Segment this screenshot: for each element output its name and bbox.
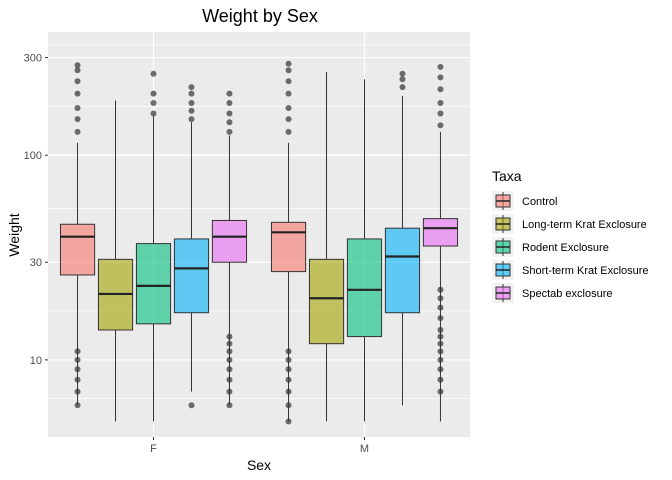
outlier-point (437, 99, 444, 106)
outlier-point (150, 90, 157, 97)
outlier-point (437, 388, 444, 395)
y-tick-label: 10 (30, 355, 42, 367)
outlier-point (74, 116, 81, 123)
outlier-point (74, 105, 81, 112)
outlier-point (437, 304, 444, 311)
chart-title: Weight by Sex (202, 6, 318, 26)
outlier-point (437, 295, 444, 302)
outlier-point (285, 402, 292, 409)
box (422, 218, 459, 247)
outlier-point (74, 388, 81, 395)
legend-label: Control (522, 196, 557, 208)
outlier-point (285, 418, 292, 425)
outlier-point (285, 356, 292, 363)
box-layer (59, 60, 459, 425)
y-tick-label: 30 (30, 257, 42, 269)
box (211, 219, 248, 263)
legend-label: Rodent Exclosure (522, 242, 609, 254)
outlier-point (188, 107, 195, 114)
y-axis-title: Weight (6, 213, 22, 256)
outlier-point (437, 356, 444, 363)
outlier-point (285, 128, 292, 135)
outlier-point (285, 105, 292, 112)
outlier-point (226, 333, 233, 340)
outlier-point (188, 402, 195, 409)
x-tick-label: M (360, 443, 369, 455)
x-tick-label: F (150, 443, 157, 455)
y-tick-label: 300 (24, 53, 42, 65)
outlier-point (399, 84, 406, 91)
x-axis-title: Sex (247, 457, 271, 473)
legend-label: Long-term Krat Exclosure (522, 219, 647, 231)
outlier-point (437, 86, 444, 93)
outlier-point (437, 333, 444, 340)
outlier-point (150, 70, 157, 77)
outlier-point (285, 116, 292, 123)
legend: Taxa Control Long-term Krat Exclosure Rode… (492, 168, 649, 303)
outlier-point (399, 70, 406, 77)
outlier-point (285, 348, 292, 355)
outlier-point (437, 63, 444, 70)
outlier-point (74, 348, 81, 355)
outlier-point (226, 99, 233, 106)
box (270, 221, 307, 273)
outlier-point (437, 74, 444, 81)
outlier-point (437, 110, 444, 117)
outlier-point (74, 366, 81, 373)
outlier-point (150, 99, 157, 106)
outlier-point (150, 110, 157, 117)
legend-title: Taxa (492, 168, 522, 184)
outlier-point (226, 128, 233, 135)
outlier-point (437, 366, 444, 373)
outlier-point (285, 90, 292, 97)
axis-layer: 10 30 100 300 F M (24, 53, 369, 455)
outlier-point (437, 348, 444, 355)
box (346, 238, 383, 338)
outlier-point (399, 76, 406, 83)
box (59, 223, 96, 276)
outlier-point (226, 110, 233, 117)
outlier-point (226, 402, 233, 409)
outlier-point (285, 78, 292, 85)
outlier-point (285, 67, 292, 74)
outlier-point (74, 402, 81, 409)
outlier-point (437, 286, 444, 293)
box (384, 227, 421, 314)
box (135, 243, 172, 325)
box (308, 258, 345, 345)
outlier-point (437, 376, 444, 383)
outlier-point (74, 90, 81, 97)
outlier-point (226, 119, 233, 126)
outlier-point (226, 366, 233, 373)
outlier-point (74, 62, 81, 69)
outlier-point (188, 116, 195, 123)
outlier-point (188, 99, 195, 106)
outlier-point (226, 340, 233, 347)
outlier-point (188, 90, 195, 97)
outlier-point (226, 376, 233, 383)
outlier-point (74, 78, 81, 85)
outlier-point (226, 348, 233, 355)
outlier-point (188, 84, 195, 91)
outlier-point (74, 356, 81, 363)
outlier-point (74, 67, 81, 74)
outlier-point (285, 60, 292, 67)
outlier-point (226, 90, 233, 97)
outlier-point (74, 376, 81, 383)
outlier-point (74, 128, 81, 135)
outlier-point (285, 388, 292, 395)
outlier-point (437, 340, 444, 347)
box (173, 238, 210, 314)
legend-label: Spectab exclosure (522, 288, 613, 300)
y-tick-label: 100 (24, 150, 42, 162)
outlier-point (437, 315, 444, 322)
outlier-point (437, 326, 444, 333)
outlier-point (226, 388, 233, 395)
outlier-point (437, 122, 444, 129)
outlier-point (285, 366, 292, 373)
outlier-point (285, 376, 292, 383)
legend-label: Short-term Krat Exclosure (522, 265, 649, 277)
outlier-point (226, 356, 233, 363)
